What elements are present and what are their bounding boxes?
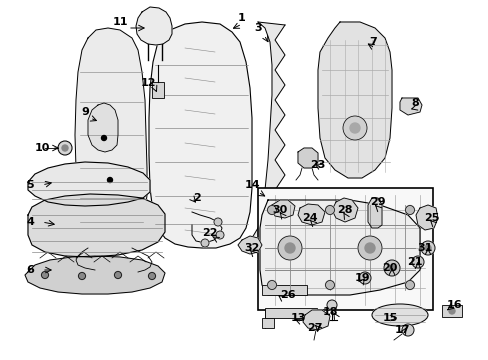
- Text: 11: 11: [112, 17, 127, 27]
- Circle shape: [148, 273, 155, 279]
- Polygon shape: [297, 204, 325, 225]
- Text: 1: 1: [238, 13, 245, 23]
- Circle shape: [383, 260, 399, 276]
- Polygon shape: [367, 198, 381, 228]
- Circle shape: [267, 206, 276, 215]
- Circle shape: [364, 243, 374, 253]
- Text: 23: 23: [310, 160, 325, 170]
- Circle shape: [325, 206, 334, 215]
- Text: 4: 4: [26, 217, 34, 227]
- Text: 21: 21: [407, 257, 422, 267]
- Bar: [441, 305, 461, 317]
- Text: 2: 2: [193, 193, 201, 203]
- Text: 19: 19: [353, 273, 369, 283]
- Circle shape: [448, 308, 454, 314]
- Circle shape: [424, 245, 430, 251]
- Polygon shape: [251, 22, 285, 238]
- Text: 17: 17: [393, 325, 409, 335]
- Polygon shape: [297, 148, 317, 168]
- Circle shape: [201, 239, 208, 247]
- Text: 20: 20: [382, 263, 397, 273]
- Polygon shape: [331, 198, 357, 222]
- Polygon shape: [260, 200, 419, 295]
- Text: 13: 13: [290, 313, 305, 323]
- Text: 12: 12: [140, 78, 156, 88]
- Text: 15: 15: [382, 313, 397, 323]
- Circle shape: [214, 218, 222, 226]
- Circle shape: [62, 145, 68, 151]
- Polygon shape: [28, 162, 150, 206]
- Text: 30: 30: [272, 205, 287, 215]
- Circle shape: [285, 243, 294, 253]
- Bar: [262, 318, 273, 328]
- Circle shape: [102, 135, 106, 140]
- Polygon shape: [75, 28, 147, 238]
- Text: 16: 16: [446, 300, 462, 310]
- Circle shape: [79, 273, 85, 279]
- Circle shape: [58, 141, 72, 155]
- Circle shape: [405, 280, 414, 289]
- Polygon shape: [317, 22, 391, 178]
- Polygon shape: [25, 256, 164, 294]
- Circle shape: [326, 300, 336, 310]
- Circle shape: [420, 241, 434, 255]
- Circle shape: [325, 280, 334, 289]
- Text: 24: 24: [302, 213, 317, 223]
- Circle shape: [114, 271, 121, 279]
- Circle shape: [401, 324, 413, 336]
- Polygon shape: [415, 205, 437, 230]
- Circle shape: [267, 280, 276, 289]
- Polygon shape: [28, 194, 164, 257]
- Circle shape: [216, 231, 224, 239]
- Bar: [258, 188, 432, 310]
- Polygon shape: [238, 236, 262, 254]
- Bar: [262, 285, 306, 295]
- Text: 32: 32: [244, 243, 259, 253]
- Circle shape: [41, 271, 48, 279]
- Circle shape: [349, 123, 359, 133]
- Text: 9: 9: [81, 107, 89, 117]
- Text: 7: 7: [368, 37, 376, 47]
- Circle shape: [405, 206, 414, 215]
- Text: 6: 6: [26, 265, 34, 275]
- Polygon shape: [149, 22, 251, 248]
- Text: 10: 10: [34, 143, 50, 153]
- Text: 31: 31: [416, 243, 432, 253]
- Text: 27: 27: [306, 323, 322, 333]
- Polygon shape: [136, 7, 172, 45]
- Text: 26: 26: [280, 290, 295, 300]
- Text: 29: 29: [369, 197, 385, 207]
- Text: 18: 18: [322, 307, 337, 317]
- Polygon shape: [271, 200, 294, 218]
- Circle shape: [278, 236, 302, 260]
- Text: 22: 22: [202, 228, 217, 238]
- Polygon shape: [303, 310, 329, 330]
- Circle shape: [342, 116, 366, 140]
- Bar: [264, 308, 316, 318]
- Polygon shape: [88, 103, 118, 152]
- Text: 5: 5: [26, 180, 34, 190]
- Bar: [152, 82, 163, 98]
- Ellipse shape: [371, 304, 427, 326]
- Text: 14: 14: [244, 180, 260, 190]
- Circle shape: [411, 256, 423, 268]
- Circle shape: [357, 236, 381, 260]
- Text: 8: 8: [410, 98, 418, 108]
- Text: 28: 28: [337, 205, 352, 215]
- Circle shape: [358, 272, 370, 284]
- Text: 3: 3: [254, 23, 261, 33]
- Text: 25: 25: [424, 213, 439, 223]
- Circle shape: [107, 177, 112, 183]
- Circle shape: [388, 265, 394, 271]
- Polygon shape: [399, 98, 421, 115]
